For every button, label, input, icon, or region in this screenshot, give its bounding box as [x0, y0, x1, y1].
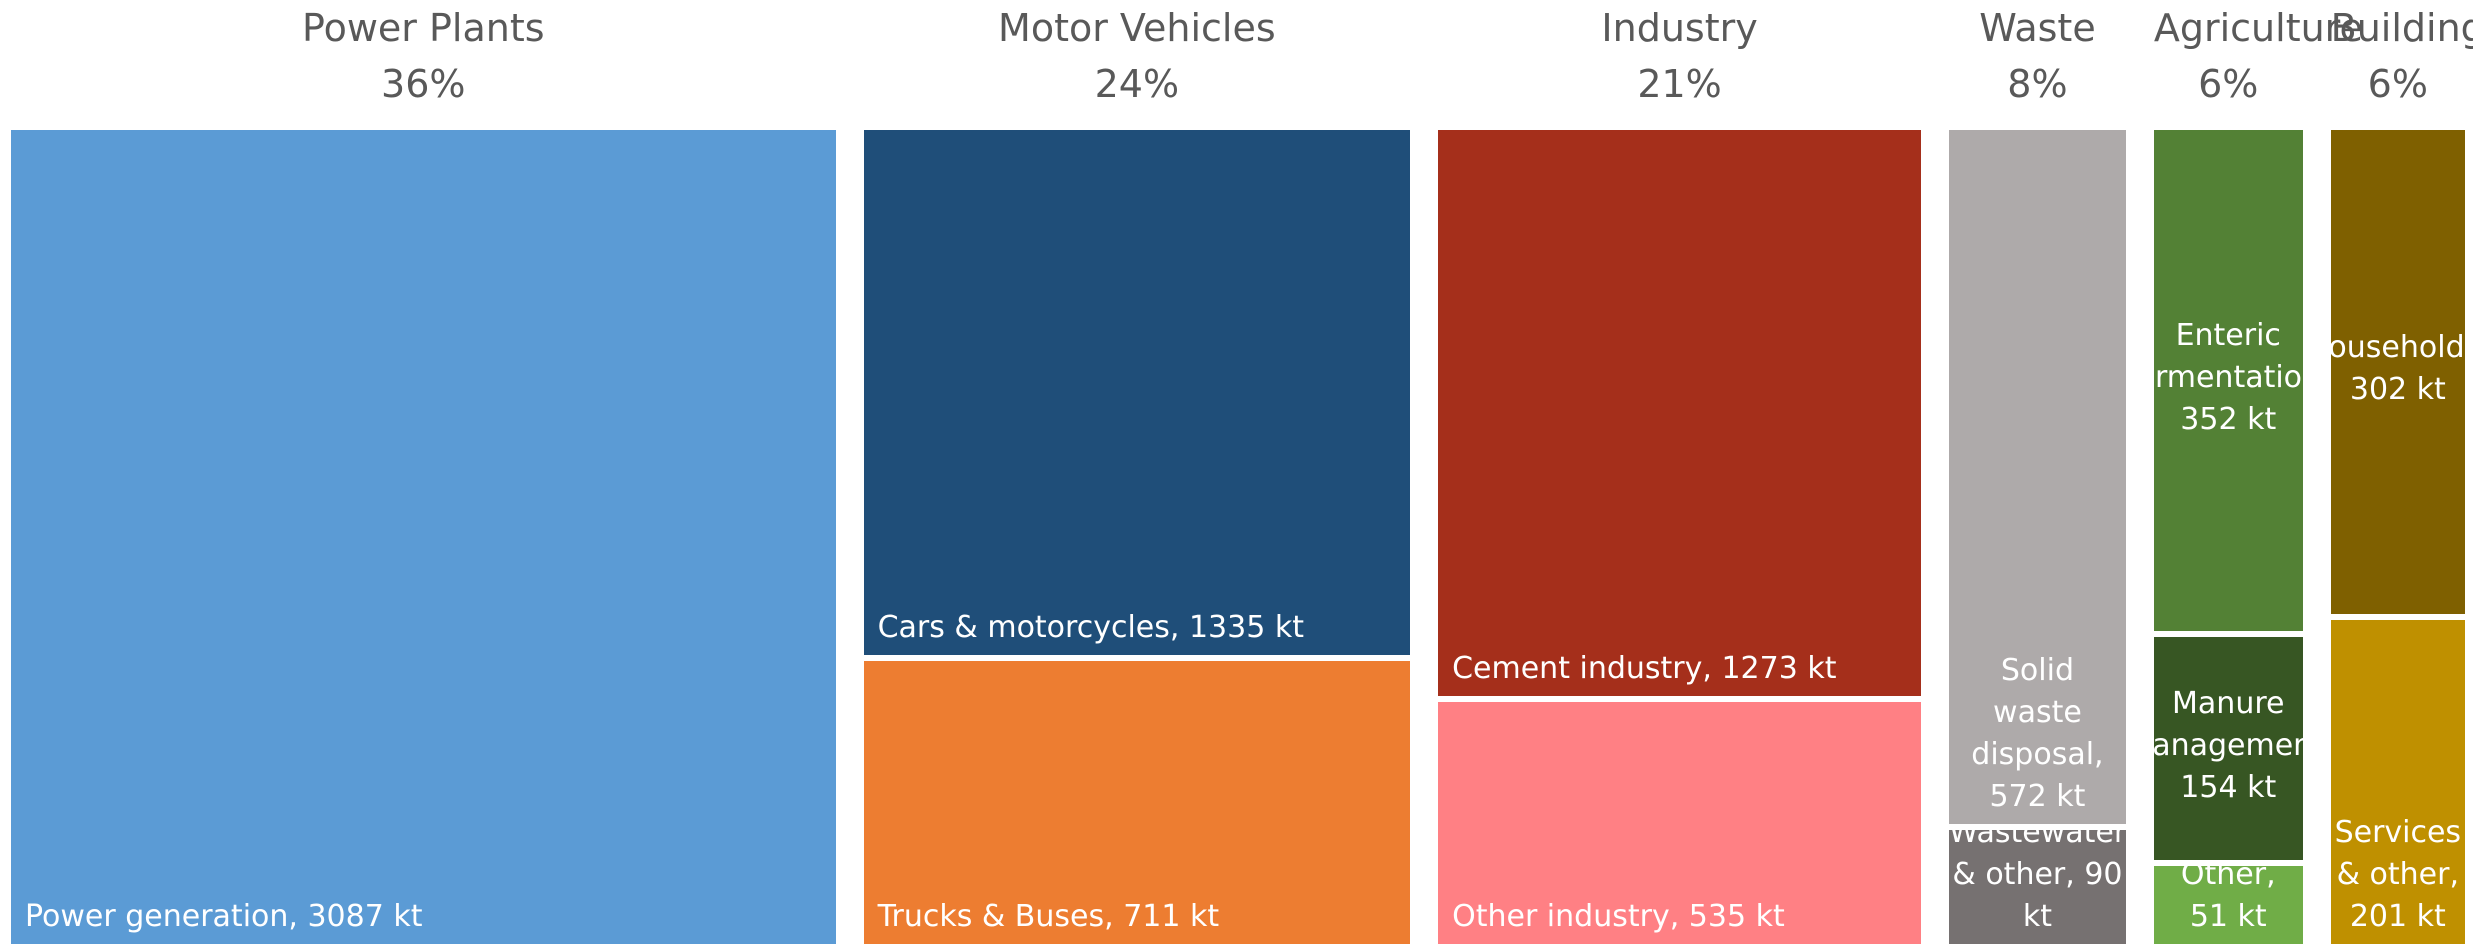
cell-label: Households, 302 kt: [2330, 329, 2465, 407]
group-share: 6%: [2367, 62, 2428, 106]
cell-label: Cement industry, 1273 kt: [1452, 651, 1837, 687]
treemap-cell: Households, 302 kt: [2330, 130, 2465, 614]
cell-label: Power generation, 3087 kt: [25, 899, 423, 934]
cell-label: Solid waste disposal, 572 kt: [1971, 652, 2104, 814]
group-share: 21%: [1637, 62, 1722, 106]
treemap-cell: Services & other, 201 kt: [2330, 619, 2465, 944]
group-column: Power Plants 36% Power generation, 3087 kt: [11, 0, 836, 944]
cell-label: Cars & motorcycles, 1335 kt: [877, 610, 1304, 646]
treemap-cell: Enteric fermentation, 352 kt: [2153, 130, 2303, 632]
group-name: Industry: [1601, 6, 1758, 50]
group-column: Industry 21% Cement industry, 1273 kt Other…: [1438, 0, 1922, 944]
group-name: Motor Vehicles: [998, 6, 1276, 50]
group-header: Motor Vehicles 24%: [864, 0, 1411, 130]
group-column: Agriculture 6% Enteric fermentation, 352 k…: [2153, 0, 2363, 944]
cell-label: Other industry, 535 kt: [1452, 899, 1785, 934]
treemap-cell: Solid waste disposal, 572 kt: [1949, 130, 2126, 824]
treemap-cell: Other, 51 kt: [2153, 866, 2303, 944]
treemap-cell: Manure management, 154 kt: [2153, 637, 2303, 861]
group-column: Buildings 6% Households, 302 kt Services & …: [2330, 0, 2473, 944]
group-name: Buildings: [2330, 6, 2473, 50]
treemap-cell: Trucks & Buses, 711 kt: [863, 661, 1411, 944]
group-stack: Solid waste disposal, 572 kt Wastewater &…: [1949, 130, 2126, 944]
group-name: Agriculture: [2153, 6, 2363, 50]
treemap-cell: Wastewater & other, 90 kt: [1949, 829, 2126, 944]
group-stack: Cars & motorcycles, 1335 kt Trucks & Buse…: [863, 130, 1411, 944]
group-header: Buildings 6%: [2330, 0, 2473, 130]
cell-label: Services & other, 201 kt: [2334, 815, 2462, 934]
group-header: Power Plants 36%: [11, 0, 836, 130]
cell-label: Wastewater & other, 90 kt: [1949, 829, 2126, 934]
cell-label: Other, 51 kt: [2180, 866, 2276, 934]
group-share: 36%: [381, 62, 466, 106]
group-share: 24%: [1094, 62, 1180, 106]
group-column: Waste 8% Solid waste disposal, 572 kt Waste…: [1949, 0, 2126, 944]
group-name: Power Plants: [302, 6, 545, 50]
group-header: Agriculture 6%: [2153, 0, 2363, 130]
treemap-cell: Power generation, 3087 kt: [11, 130, 836, 944]
group-stack: Households, 302 kt Services & other, 201 …: [2330, 130, 2465, 944]
group-share: 6%: [2198, 62, 2259, 106]
group-stack: Power generation, 3087 kt: [11, 130, 836, 944]
group-header: Industry 21%: [1438, 0, 1921, 130]
cell-label: Manure management, 154 kt: [2153, 685, 2303, 805]
cell-label: Trucks & Buses, 711 kt: [877, 899, 1220, 934]
group-column: Motor Vehicles 24% Cars & motorcycles, 133…: [863, 0, 1411, 944]
group-header: Waste 8%: [1949, 0, 2126, 130]
group-stack: Enteric fermentation, 352 kt Manure manag…: [2153, 130, 2303, 944]
treemap-cell: Cement industry, 1273 kt: [1438, 130, 1922, 697]
group-share: 8%: [2007, 62, 2068, 106]
treemap-cell: Other industry, 535 kt: [1438, 702, 1922, 944]
cell-label: Enteric fermentation, 352 kt: [2154, 317, 2303, 437]
treemap-cell: Cars & motorcycles, 1335 kt: [863, 130, 1411, 656]
group-name: Waste: [1979, 6, 2096, 50]
group-stack: Cement industry, 1273 kt Other industry, …: [1438, 130, 1922, 944]
